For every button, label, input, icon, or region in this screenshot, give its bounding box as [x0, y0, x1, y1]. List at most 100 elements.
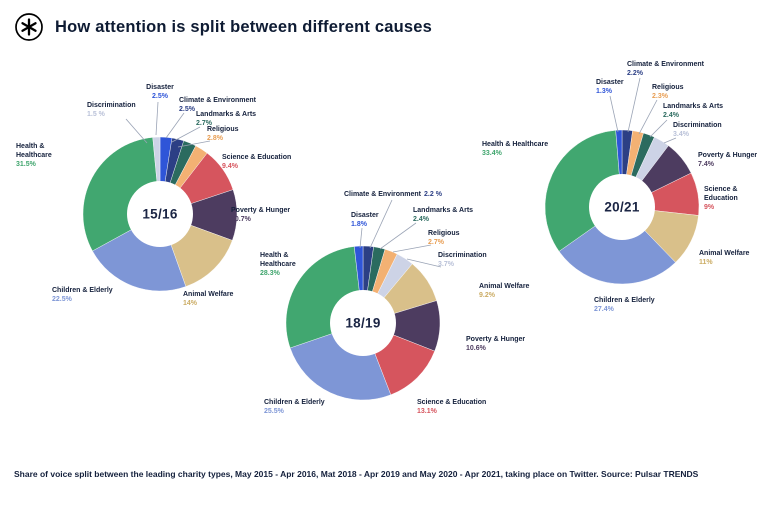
slice-label-value: 9.4% [222, 163, 238, 171]
slice-label-poverty-hunger: Poverty & Hunger 10.6% [466, 335, 525, 353]
label-leader-line [406, 258, 442, 268]
label-leader-line [359, 227, 363, 249]
slice-label-children-elderly: Children & Elderly 27.4% [594, 296, 655, 314]
slice-label-animal-welfare: Animal Welfare 11% [699, 249, 749, 267]
slice-label-disaster: Disaster 1.3% [596, 78, 624, 96]
slice-label-value: 2.8% [207, 135, 223, 143]
slice-label-name: Children & Elderly [52, 287, 113, 294]
slice-label-value: 2.5% [152, 93, 168, 101]
slice-label-value: 3.4% [673, 131, 689, 139]
slice-label-name: Discrimination [87, 102, 136, 109]
slice-label-climate-environment: Climate & Environment 2.2 % [344, 190, 442, 199]
slice-label-value: 2.5% [179, 106, 195, 114]
slice-label-value: 1.8% [351, 221, 367, 229]
slice-label-value: 22.5% [52, 296, 72, 304]
slice-label-name: Landmarks & Arts [663, 103, 724, 110]
slice-label-name: Poverty & Hunger [698, 152, 758, 159]
label-leader-line [392, 244, 432, 253]
slice-label-religious: Religious 2.3% [652, 83, 684, 101]
slice-label-name: Science & Education [222, 154, 292, 161]
slice-label-discrimination: Discrimination 1.5 % [87, 101, 136, 119]
slice-label-children-elderly: Children & Elderly 25.5% [264, 398, 325, 416]
label-leader-line [663, 137, 677, 144]
label-leader-line [155, 101, 159, 136]
page-header: How attention is split between different… [14, 12, 432, 42]
slice-label-name: Health & [16, 143, 45, 150]
slice-label-name: Disaster [146, 84, 174, 91]
slice-label-health-healthcare: Health & Healthcare 33.4% [482, 140, 548, 158]
pie-slice-children-elderly [558, 206, 676, 285]
slice-label-value: 10.7% [231, 216, 251, 224]
slice-label-name: Healthcare [16, 152, 52, 160]
slice-label-poverty-hunger: Poverty & Hunger 10.7% [231, 206, 290, 224]
slice-label-children-elderly: Children & Elderly 22.5% [52, 286, 113, 304]
label-leader-line [171, 126, 201, 143]
slice-label-value: 14% [183, 300, 198, 308]
slice-label-value: 9% [704, 204, 715, 212]
chart-period-label: 18/19 [345, 315, 381, 331]
slice-label-name: Religious [207, 126, 239, 133]
slice-label-health-healthcare: Health & Healthcare 28.3% [260, 251, 296, 278]
slice-label-value: 1.5 % [87, 111, 105, 119]
slice-label-science-education: Science & Education 13.1% [417, 398, 486, 416]
slice-label-name: Climate & Environment [179, 97, 257, 104]
slice-label-value: 2.3% [652, 93, 668, 101]
slice-label-value: 28.3% [260, 270, 280, 278]
slice-label-name: Health & [260, 252, 289, 259]
slice-label-discrimination: Discrimination 3.4% [673, 121, 722, 139]
pulsar-asterisk-logo-icon [15, 13, 43, 41]
slice-label-discrimination: Discrimination 3.7% [438, 251, 487, 269]
slice-label-value: 2.4% [663, 112, 679, 120]
label-leader-line [165, 112, 185, 139]
slice-label-value: 3.7% [438, 261, 454, 269]
slice-label-name: Disaster [596, 79, 624, 86]
footer-caption: Share of voice split between the leading… [14, 469, 699, 479]
slice-label-name: Discrimination [438, 252, 487, 259]
slice-label-disaster: Disaster 1.8% [351, 211, 379, 229]
chart-period-label: 20/21 [604, 199, 640, 215]
slice-label-landmarks-arts: Landmarks & Arts 2.4% [413, 206, 473, 224]
slice-label-name: Poverty & Hunger [466, 336, 526, 343]
slice-label-disaster: Disaster 2.5% [146, 83, 174, 101]
slice-label-name: Animal Welfare [479, 283, 530, 290]
slice-label-value: 27.4% [594, 306, 614, 314]
label-leader-line [627, 77, 641, 133]
slice-label-climate-environment: Climate & Environment 2.5% [179, 96, 256, 114]
label-leader-line [125, 118, 148, 144]
donut-hole [127, 181, 193, 247]
label-leader-line [177, 140, 211, 148]
chart-period-label: 15/16 [142, 206, 178, 222]
slice-label-name: Discrimination [673, 122, 722, 129]
label-leader-line [649, 119, 668, 138]
slice-label-animal-welfare: Animal Welfare 9.2% [479, 282, 529, 300]
slice-label-name: Science & [704, 186, 738, 193]
pie-slice-health-healthcare [544, 130, 623, 252]
slice-label-poverty-hunger: Poverty & Hunger 7.4% [698, 151, 757, 169]
slice-label-name: Climate & Environment 2.2 % [344, 191, 442, 198]
label-leader-line [379, 222, 417, 250]
slice-label-name: Children & Elderly [264, 399, 325, 406]
slice-label-value: 9.2% [479, 292, 495, 300]
label-leader-line [609, 95, 619, 133]
slice-label-value: 2.7% [428, 239, 444, 247]
slice-label-value: 2.7% [196, 120, 212, 128]
slice-label-value: 2.4% [413, 216, 429, 224]
slice-label-climate-environment: Climate & Environment 2.2% [627, 60, 704, 78]
donut-hole [589, 174, 655, 240]
slice-label-science-education: Science & Education 9% [704, 185, 738, 212]
slice-label-value: 1.3% [596, 88, 612, 96]
slice-label-value: 10.6% [466, 345, 486, 353]
slice-label-name: Religious [428, 230, 460, 237]
slice-label-religious: Religious 2.7% [428, 229, 460, 247]
slice-label-name: Healthcare [260, 261, 296, 269]
slice-label-health-healthcare: Health & Healthcare 31.5% [16, 142, 52, 169]
slice-label-name: Landmarks & Arts [413, 207, 474, 214]
slice-label-value: 33.4% [482, 150, 502, 158]
slice-label-name: Poverty & Hunger [231, 207, 291, 214]
slice-label-science-education: Science & Education 9.4% [222, 153, 291, 171]
slice-label-religious: Religious 2.8% [207, 125, 239, 143]
page-title: How attention is split between different… [55, 17, 433, 36]
slice-label-animal-welfare: Animal Welfare 14% [183, 290, 233, 308]
